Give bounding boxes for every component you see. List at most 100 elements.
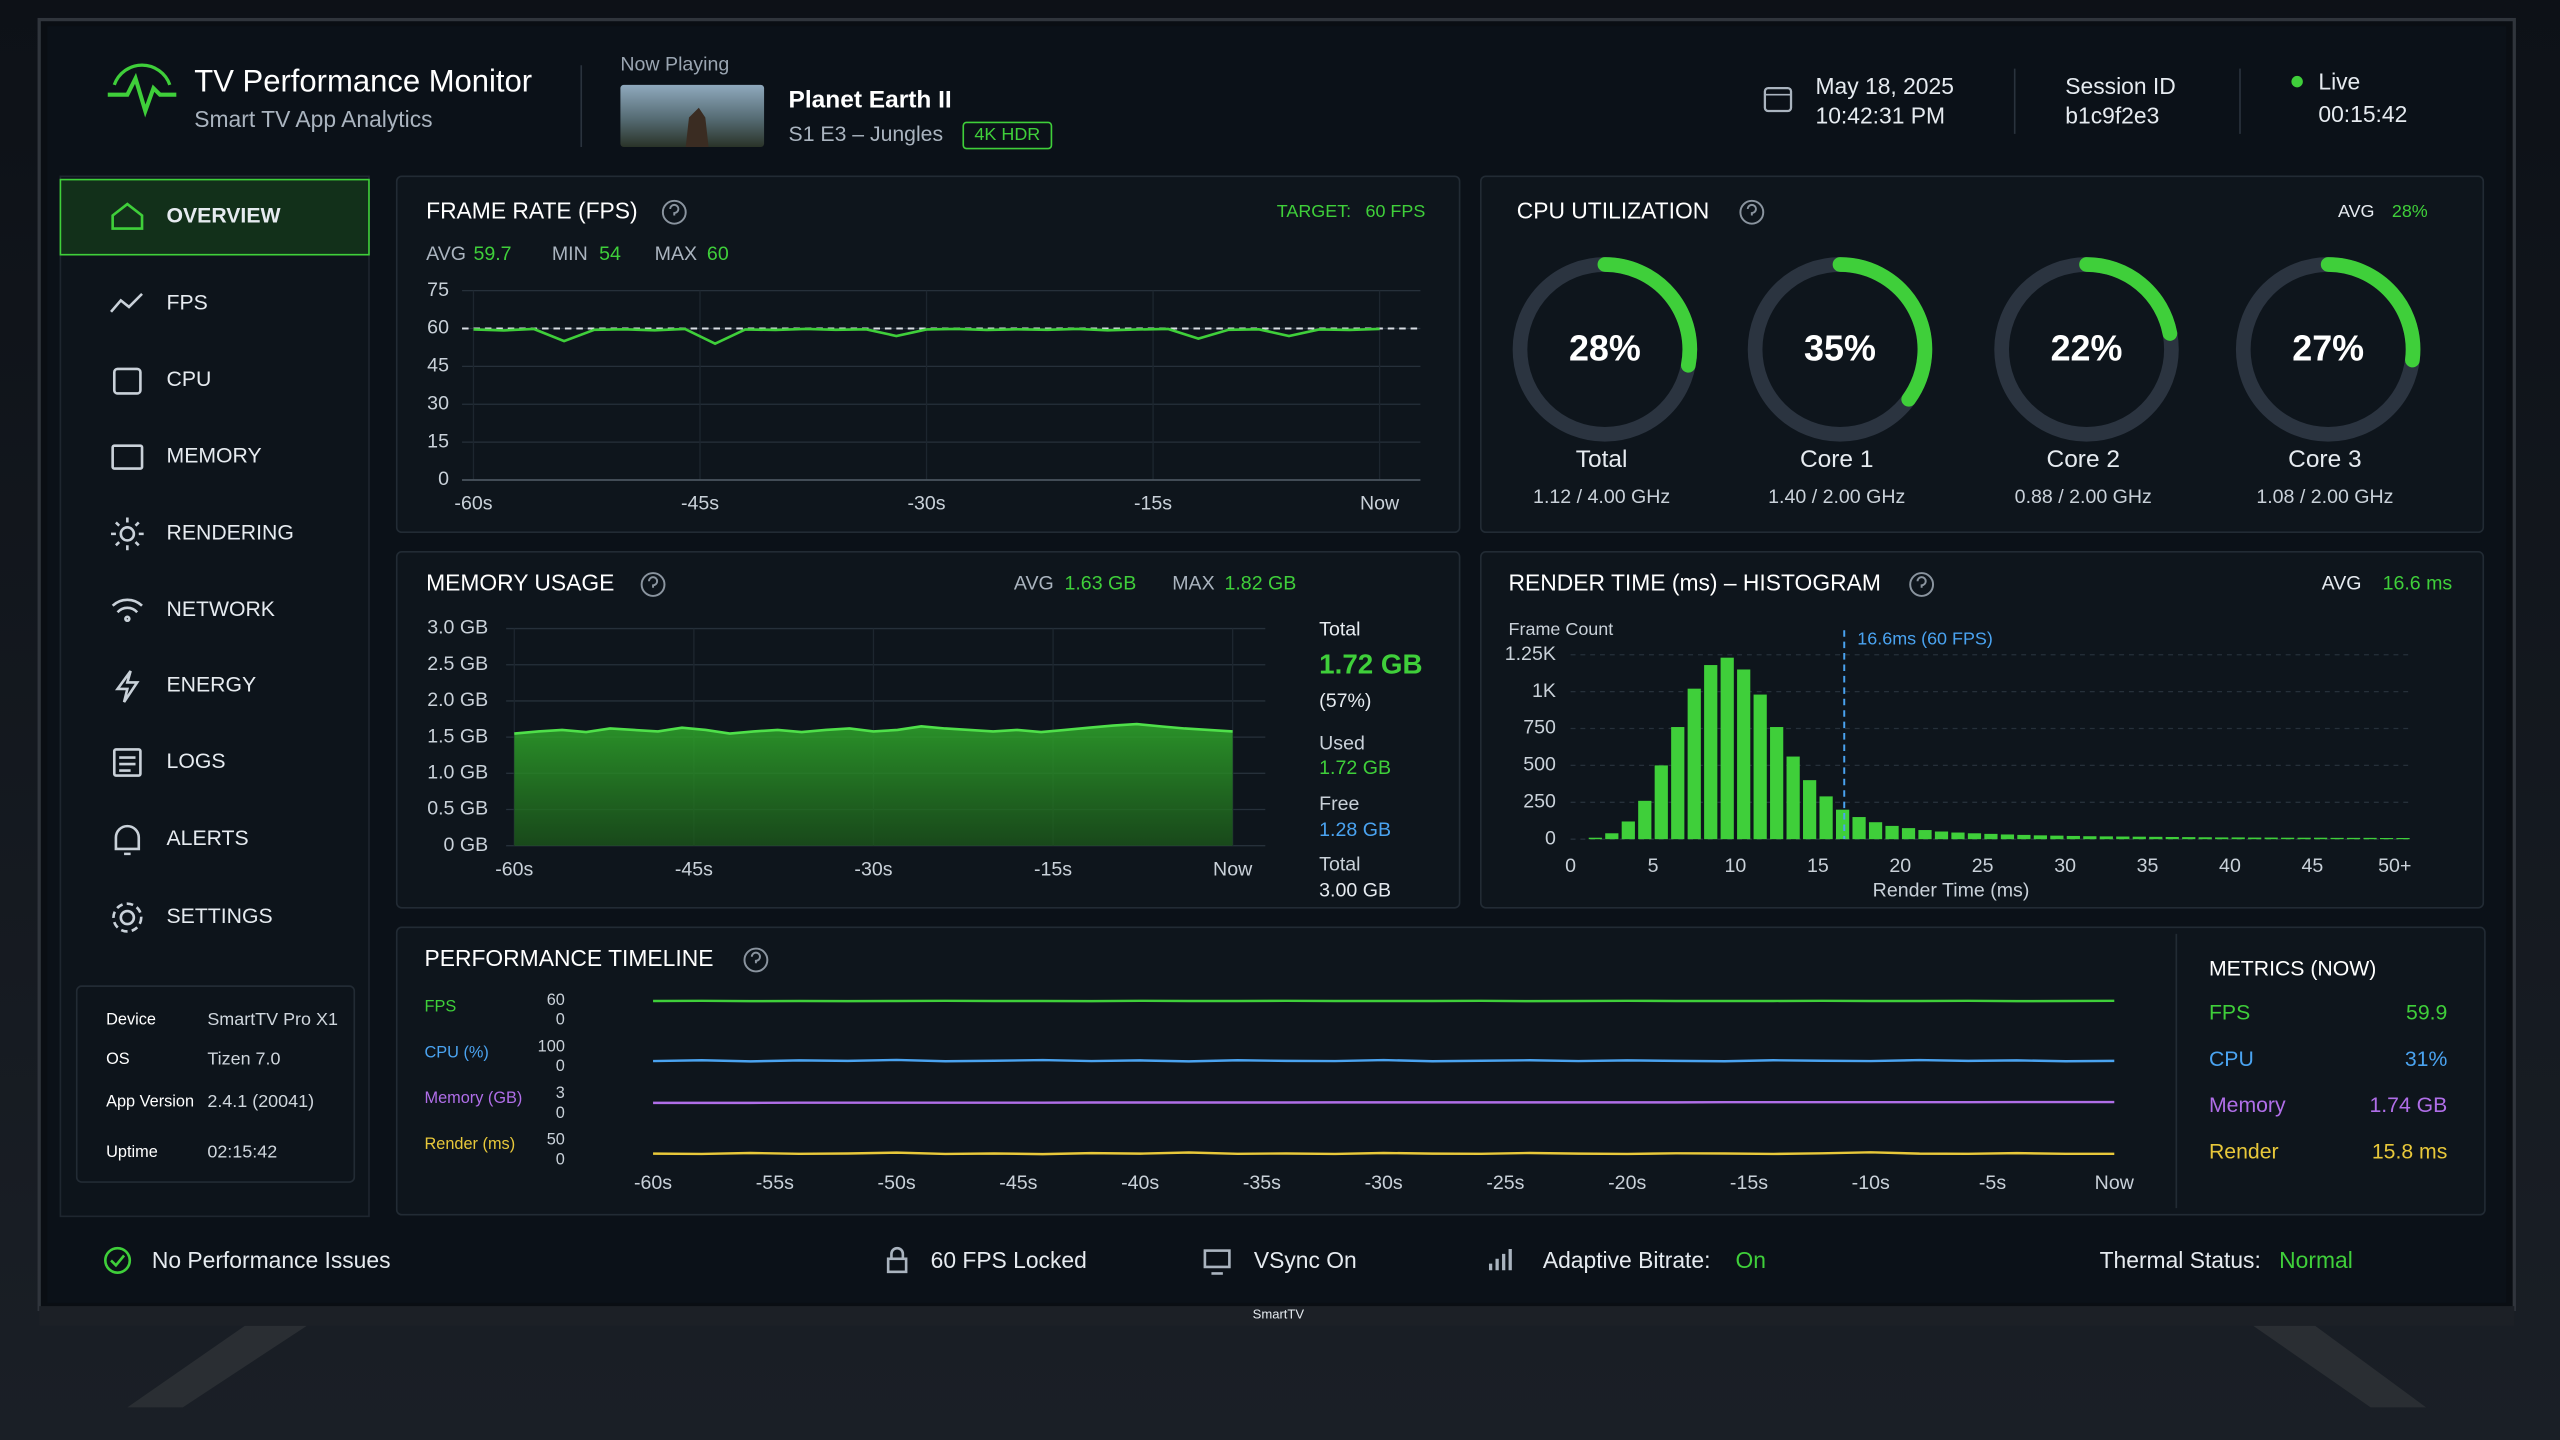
y-tick-label: 0 GB bbox=[444, 834, 489, 856]
target-label: TARGET: bbox=[1277, 201, 1351, 221]
memory-percent: (57%) bbox=[1319, 690, 1371, 712]
tv-leg bbox=[127, 1325, 307, 1408]
x-tick-label: -15s bbox=[1134, 493, 1172, 515]
status-bitrate-label: Adaptive Bitrate: bbox=[1543, 1247, 1711, 1273]
y-tick-label: 0 bbox=[556, 1150, 565, 1168]
x-tick-label: -35s bbox=[1243, 1172, 1281, 1194]
histogram-bar bbox=[2033, 835, 2048, 840]
histogram-bar bbox=[1951, 832, 1965, 840]
nav-item[interactable]: MEMORY bbox=[167, 445, 262, 468]
histogram-bar bbox=[1934, 831, 1949, 840]
histogram-bar bbox=[1786, 756, 1800, 840]
header-title: TV Performance Monitor bbox=[194, 63, 532, 98]
metric-name: Render bbox=[2209, 1141, 2279, 1164]
gauge-value: 22% bbox=[2051, 328, 2123, 369]
gauge-arc bbox=[2079, 257, 2178, 341]
nav-icons bbox=[110, 202, 144, 933]
histogram-bar bbox=[1737, 669, 1751, 840]
fps-line bbox=[473, 327, 1380, 346]
header-date: May 18, 2025 bbox=[1816, 73, 1954, 99]
x-tick-label: -30s bbox=[854, 858, 892, 880]
x-tick-label: 5 bbox=[1648, 855, 1659, 877]
histogram-bar bbox=[1901, 828, 1916, 840]
histogram-bar bbox=[2363, 837, 2377, 840]
x-tick-label: 10 bbox=[1725, 855, 1747, 877]
status-vsync: VSync On bbox=[1254, 1247, 1357, 1273]
status-thermal-label: Thermal Status: bbox=[2100, 1247, 2261, 1273]
y-tick-label: 15 bbox=[427, 430, 449, 452]
memory-line bbox=[514, 722, 1233, 735]
gauge-value: 35% bbox=[1804, 328, 1876, 369]
histogram-bar bbox=[2132, 836, 2146, 840]
panel-title: CPU UTILIZATION bbox=[1517, 197, 1709, 223]
nav-item[interactable]: ENERGY bbox=[167, 673, 257, 696]
header-now-playing-label: Now Playing bbox=[620, 53, 729, 75]
stat-value: 1.63 GB bbox=[1064, 573, 1136, 595]
histogram-bar bbox=[2264, 837, 2278, 840]
series-label: Render (ms) bbox=[424, 1135, 515, 1153]
memory-capacity: 3.00 GB bbox=[1319, 880, 1391, 902]
nav-item[interactable]: NETWORK bbox=[167, 598, 275, 621]
memory-area bbox=[514, 724, 1233, 846]
badge bbox=[962, 121, 1053, 150]
device-label: Uptime bbox=[106, 1143, 158, 1161]
tv-leg bbox=[2253, 1325, 2427, 1408]
nav-item[interactable]: SETTINGS bbox=[167, 905, 273, 928]
gauge-detail: 1.40 / 2.00 GHz bbox=[1768, 486, 1905, 508]
x-tick-label: 35 bbox=[2137, 855, 2159, 877]
histogram-bar bbox=[1918, 830, 1932, 840]
footer-icons bbox=[104, 1246, 1512, 1275]
y-tick-label: 0.5 GB bbox=[427, 798, 488, 820]
nav-item[interactable]: ALERTS bbox=[167, 827, 249, 850]
gauge-label: Core 3 bbox=[2288, 446, 2361, 473]
header-subtitle: Smart TV App Analytics bbox=[194, 106, 432, 132]
metric-value: 59.9 bbox=[2406, 1001, 2447, 1024]
status-fps-lock: 60 FPS Locked bbox=[931, 1247, 1087, 1273]
metrics-title: METRICS (NOW) bbox=[2209, 957, 2376, 980]
nav-item[interactable]: RENDERING bbox=[167, 521, 294, 544]
nav-item[interactable]: CPU bbox=[167, 368, 212, 391]
x-tick-label: 0 bbox=[1565, 855, 1576, 877]
x-tick-label: -40s bbox=[1121, 1172, 1159, 1194]
memory-total: 1.72 GB bbox=[1319, 648, 1422, 679]
x-tick-label: -45s bbox=[999, 1172, 1037, 1194]
stat-value: 54 bbox=[599, 243, 621, 265]
y-tick-label: 75 bbox=[427, 279, 449, 301]
header-time: 10:42:31 PM bbox=[1816, 103, 1946, 129]
panel bbox=[395, 175, 1461, 534]
x-tick-label: -60s bbox=[495, 858, 533, 880]
x-tick-label: Now bbox=[2095, 1172, 2135, 1194]
nav-item[interactable]: OVERVIEW bbox=[167, 205, 281, 228]
header-badge: 4K HDR bbox=[974, 124, 1040, 144]
y-tick-label: 250 bbox=[1523, 790, 1556, 812]
x-tick-label: -20s bbox=[1608, 1172, 1646, 1194]
nav-item[interactable]: LOGS bbox=[167, 750, 226, 773]
gauge-label: Core 2 bbox=[2047, 446, 2120, 473]
live-dot bbox=[2291, 75, 2303, 88]
histogram-bar bbox=[2248, 837, 2262, 840]
histogram-bar bbox=[1671, 727, 1685, 840]
stat-name: MIN bbox=[552, 243, 588, 265]
histogram-bar bbox=[2396, 838, 2410, 840]
target-value: 60 FPS bbox=[1365, 201, 1425, 221]
histogram-bar bbox=[2050, 835, 2064, 840]
brand: SmartTV bbox=[1253, 1307, 1305, 1322]
y-tick-label: 30 bbox=[427, 392, 449, 414]
histogram-bar bbox=[1621, 821, 1635, 840]
x-tick-label: 20 bbox=[1889, 855, 1911, 877]
histogram-bar bbox=[1868, 822, 1883, 840]
panel-title: FRAME RATE (FPS) bbox=[426, 197, 638, 223]
x-tick-label: 50+ bbox=[2378, 855, 2411, 877]
gauge-arc bbox=[2320, 257, 2421, 368]
histogram-bar bbox=[2182, 837, 2196, 840]
y-tick-label: 1K bbox=[1532, 680, 1556, 702]
avg-value: 28% bbox=[2392, 201, 2428, 221]
device-label: OS bbox=[106, 1050, 130, 1068]
axis-title: Frame Count bbox=[1509, 619, 1614, 639]
histogram-bar bbox=[1720, 657, 1734, 840]
nav-item[interactable]: FPS bbox=[167, 291, 208, 314]
histogram-bar bbox=[1967, 833, 1982, 840]
device-box bbox=[75, 985, 356, 1183]
x-tick-label: -5s bbox=[1979, 1172, 2006, 1194]
device-label: App Version bbox=[106, 1092, 194, 1110]
